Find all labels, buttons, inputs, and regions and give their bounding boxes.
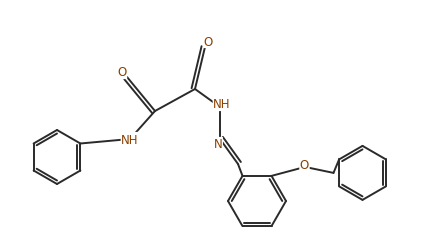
Text: N: N — [214, 138, 222, 151]
Text: O: O — [300, 159, 309, 172]
Text: NH: NH — [213, 98, 231, 111]
Text: O: O — [117, 66, 127, 79]
Text: O: O — [203, 35, 213, 48]
Text: NH: NH — [121, 133, 139, 146]
